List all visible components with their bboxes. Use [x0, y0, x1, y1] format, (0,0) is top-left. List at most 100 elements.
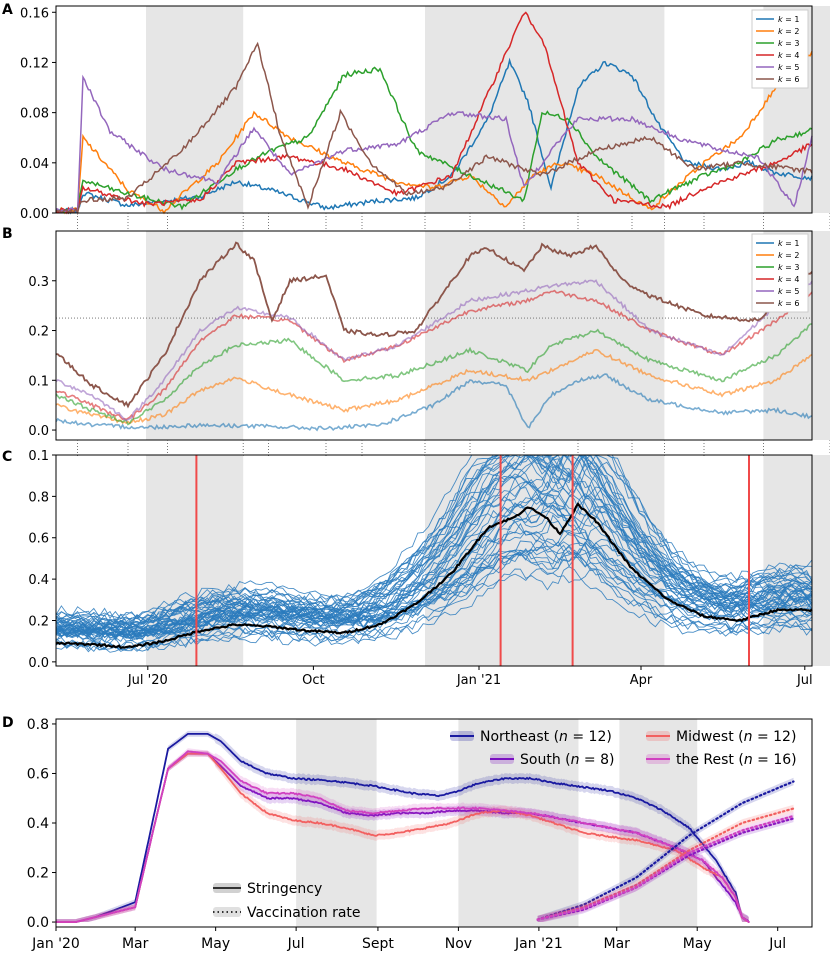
panel-c-y-tick-label: 0.0	[28, 656, 49, 671]
panel-c-state-line	[55, 568, 813, 652]
panel-a-series-k-2	[55, 51, 813, 215]
panel-d-band-midwest-vaccination	[537, 804, 794, 922]
time-axis-label: Oct	[302, 673, 324, 688]
panel-b-series-k-6	[55, 241, 813, 409]
panel-b-legend-label: k = 1	[778, 239, 800, 248]
panel-d-shaded-period-1	[458, 719, 579, 927]
panel-a-series-k-5	[55, 74, 813, 214]
panel-a: 0.00 0.04 0.08 0.12 0.16 k = 1 k = 2 k = 3 k = 4…	[20, 5, 830, 229]
panel-d-x-tick-label: Mar	[604, 936, 631, 952]
panel-a-shaded-period-0	[146, 6, 244, 213]
panel-b-series-k-1	[55, 373, 813, 432]
panel-b-shaded-period-1	[425, 231, 665, 440]
time-axis-label: Jul	[796, 673, 813, 688]
panel-d-y-tick-label: 0.2	[27, 866, 49, 882]
panel-b-legend-label: k = 3	[778, 263, 800, 272]
panel-d-x-tick-label: Jul	[287, 936, 305, 952]
panel-d-y-tick-label: 0.4	[27, 816, 49, 832]
panel-d-line-the-rest-vaccination	[536, 814, 795, 921]
panel-c-y-tick-label: 0.4	[28, 573, 49, 588]
panel-label-b: B	[2, 226, 13, 242]
panel-c-state-line	[55, 541, 813, 632]
panel-d-x-tick-label: Jan '20	[31, 936, 80, 952]
panel-c-state-line	[55, 519, 813, 630]
time-axis-label: Jan '21	[456, 673, 501, 688]
panel-d-line-northeast-vaccination	[536, 780, 795, 921]
panel-b-legend	[751, 233, 809, 313]
panel-c-state-line	[55, 454, 813, 625]
panel-c-frame	[55, 454, 813, 667]
panel-b-y-tick-label: 0.2	[28, 325, 49, 340]
panel-d-y-tick-label: 0.0	[27, 915, 49, 931]
panel-b-legend-label: k = 6	[778, 299, 800, 308]
panel-a-y-tick-label: 0.00	[20, 207, 49, 222]
panel-c-state-line	[55, 454, 813, 625]
panel-c-y-tick-label: 0.2	[28, 614, 49, 629]
panel-c-average-line	[55, 502, 813, 650]
panel-d-x-tick-label: Nov	[445, 936, 472, 952]
panel-c-state-line	[55, 454, 813, 634]
panel-a-legend-label: k = 3	[778, 39, 800, 48]
panel-d-x-tick-label: Mar	[122, 936, 149, 952]
panel-d: 0.0 0.2 0.4 0.6 0.8 Jan '20 Mar May Jul Sept Nov Ja…	[27, 717, 813, 952]
panel-d-legend-label-midwest: Midwest (n = 12)	[676, 729, 796, 745]
panel-b-y-tick-label: 0.1	[28, 374, 49, 389]
panel-b-series-k-2	[55, 348, 813, 425]
panel-a-y-tick-label: 0.04	[20, 157, 49, 172]
panel-a-legend-label: k = 6	[778, 75, 800, 84]
panel-d-line-midwest-vaccination	[536, 807, 795, 921]
panel-b-legend-label: k = 2	[778, 251, 800, 260]
panel-d-legend-vaccination-label: Vaccination rate	[247, 905, 361, 921]
panel-c-y-tick-label: 0.6	[28, 532, 49, 547]
panel-b-shaded-period-0	[146, 231, 244, 440]
panel-b-series-k-5	[55, 279, 813, 422]
panel-d-line-northeast	[55, 733, 750, 923]
time-axis-label: Apr	[630, 673, 653, 688]
panel-c-state-line	[55, 454, 813, 641]
panel-d-x-tick-label: Sept	[362, 936, 394, 952]
panel-c-state-line	[55, 454, 813, 625]
panel-a-series-k-6	[55, 41, 813, 216]
panel-b-legend-label: k = 5	[778, 287, 800, 296]
panel-d-y-tick-label: 0.6	[27, 766, 49, 782]
panel-c-state-line	[55, 454, 813, 620]
panel-d-line-the-rest	[55, 750, 750, 923]
panel-a-series-k-4	[55, 11, 813, 215]
panel-a-series-k-3	[55, 66, 813, 214]
panel-d-x-tick-label: May	[683, 936, 712, 952]
panel-c-state-line	[55, 497, 813, 629]
panel-b-legend-label: k = 4	[778, 275, 800, 284]
panel-d-legend-stringency-label: Stringency	[247, 881, 322, 897]
panel-b-frame	[55, 230, 813, 441]
panel-d-legend-label-the-rest: the Rest (n = 16)	[676, 752, 797, 768]
panel-c-y-tick-label: 0.1	[28, 449, 49, 464]
panel-d-legend-label-northeast: Northeast (n = 12)	[480, 729, 612, 745]
panel-c-shaded-period-2	[763, 455, 830, 666]
panel-b-y-tick-label: 0.3	[28, 275, 49, 290]
panel-label-a: A	[2, 2, 13, 18]
panel-c-state-line	[55, 454, 813, 638]
panel-c-state-line	[55, 504, 813, 629]
panel-c-state-line	[55, 514, 813, 644]
panel-d-legend-label-south: South (n = 8)	[520, 752, 614, 768]
panel-a-legend-label: k = 5	[778, 63, 800, 72]
panel-d-x-tick-label: May	[201, 936, 230, 952]
panel-d-y-tick-label: 0.8	[27, 717, 49, 733]
panel-d-shaded-period-2	[619, 719, 698, 927]
panel-c-state-line	[55, 538, 813, 652]
panel-a-y-tick-label: 0.12	[20, 56, 49, 71]
panel-a-legend-label: k = 2	[778, 27, 800, 36]
panel-d-band-northeast-vaccination	[537, 777, 794, 922]
panel-label-d: D	[2, 715, 14, 731]
panel-b-series-k-3	[55, 323, 813, 426]
panel-c: 0.0 0.2 0.4 0.6 0.8 0.1	[28, 449, 830, 671]
panel-d-frame	[55, 718, 813, 928]
panel-c-y-tick-label: 0.8	[28, 490, 49, 505]
panel-a-y-tick-label: 0.08	[20, 107, 49, 122]
panel-a-legend	[751, 9, 809, 89]
panel-b: 0.0 0.1 0.2 0.3 k = 1 k = 2 k = 3 k = 4 k = 5 k =…	[28, 230, 830, 456]
panel-d-x-tick-label: Jul	[768, 936, 786, 952]
time-axis-label: Jul '20	[127, 673, 168, 688]
panel-a-frame	[55, 5, 813, 214]
